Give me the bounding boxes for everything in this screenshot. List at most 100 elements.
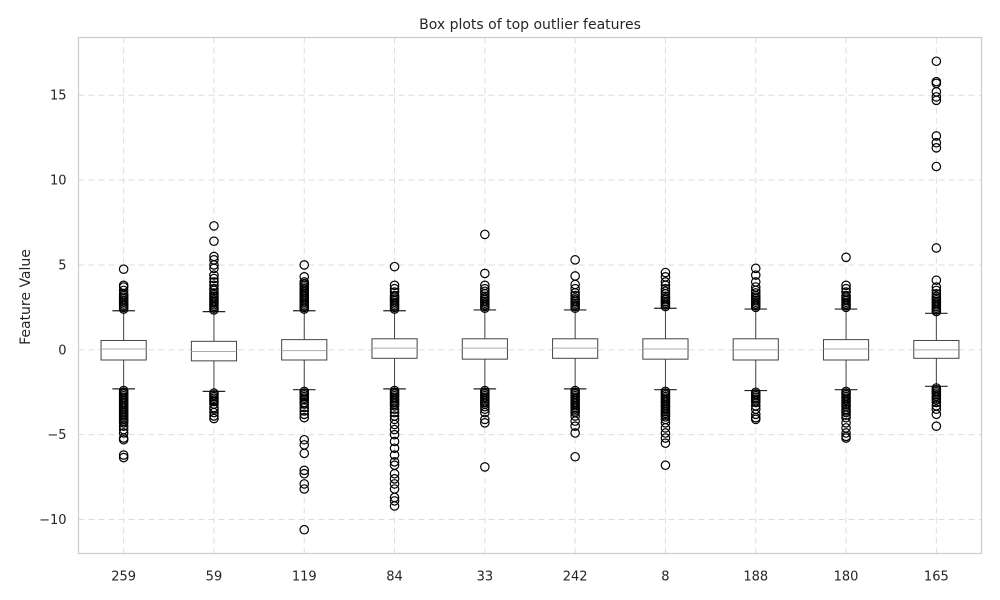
outlier-point — [480, 291, 490, 302]
box-259 — [100, 264, 147, 463]
y-axis-label: Feature Value — [18, 249, 34, 345]
outlier-point — [389, 501, 400, 511]
outlier-point — [389, 414, 400, 425]
outlier-point — [389, 404, 400, 415]
x-tick-label: 59 — [206, 570, 223, 585]
outlier-point — [660, 418, 671, 428]
outlier-point — [931, 92, 942, 102]
outlier-point — [389, 429, 400, 440]
outlier-point — [570, 255, 580, 265]
outlier-point — [209, 288, 219, 298]
outlier-point — [480, 280, 490, 291]
x-tick-label: 33 — [477, 570, 494, 585]
y-tick-label: 10 — [50, 174, 67, 189]
outlier-point — [570, 283, 580, 294]
outlier-point — [750, 288, 761, 298]
outlier-point — [480, 401, 490, 412]
box-119 — [281, 260, 328, 535]
outlier-point — [209, 283, 219, 294]
outlier-point — [660, 438, 671, 448]
outlier-point — [389, 287, 400, 297]
y-tick-label: 0 — [58, 343, 66, 358]
outlier-point — [118, 450, 129, 460]
outlier-point — [389, 468, 400, 479]
y-tick-label: 5 — [58, 258, 66, 273]
outlier-point — [750, 409, 761, 420]
outlier-point — [299, 434, 310, 445]
outlier-point — [931, 143, 942, 153]
box-180 — [822, 252, 870, 443]
outlier-point — [389, 436, 400, 447]
outlier-point — [570, 421, 580, 431]
x-tick-label: 84 — [386, 570, 403, 585]
outlier-point — [118, 285, 129, 296]
outlier-point — [841, 287, 851, 297]
outlier-point — [841, 410, 851, 420]
y-tick-label: −5 — [47, 428, 66, 443]
outlier-point — [931, 76, 942, 87]
outlier-point — [750, 270, 761, 280]
outlier-point — [931, 161, 942, 172]
outlier-point — [118, 280, 129, 291]
iqr-box — [100, 339, 147, 361]
outlier-point — [299, 465, 310, 476]
outlier-point — [389, 424, 400, 435]
outlier-point — [299, 406, 310, 416]
box-242 — [552, 255, 599, 462]
outlier-point — [570, 451, 580, 462]
outlier-point — [841, 433, 851, 443]
outlier-point — [931, 275, 942, 286]
outlier-point — [570, 271, 580, 281]
iqr-box — [822, 339, 870, 361]
outlier-point — [660, 286, 671, 297]
outlier-point — [480, 414, 490, 425]
outlier-point — [209, 413, 219, 424]
outlier-point — [118, 434, 129, 445]
x-tick-label: 8 — [661, 570, 669, 585]
outlier-point — [389, 443, 400, 454]
outlier-point — [299, 409, 310, 420]
outlier-point — [389, 474, 400, 484]
outlier-point — [931, 282, 942, 292]
outlier-point — [299, 260, 310, 270]
iqr-box — [461, 338, 508, 360]
outlier-point — [841, 418, 851, 428]
x-tick-label: 180 — [834, 570, 859, 585]
outlier-point — [389, 457, 400, 467]
x-tick-label: 188 — [743, 570, 768, 585]
outlier-point — [118, 418, 129, 428]
outlier-point — [118, 428, 129, 438]
boxes-layer — [100, 56, 960, 535]
outlier-point — [209, 236, 219, 246]
box-8 — [642, 267, 689, 471]
outlier-point — [660, 428, 671, 438]
x-tick-label: 119 — [292, 570, 317, 585]
outlier-point — [389, 283, 400, 294]
outlier-point — [299, 448, 310, 459]
outlier-point — [209, 221, 219, 231]
outlier-point — [209, 280, 219, 291]
outlier-point — [660, 277, 671, 287]
iqr-box — [281, 339, 328, 361]
outlier-point — [389, 479, 400, 489]
outlier-point — [841, 428, 851, 438]
outlier-point — [931, 404, 942, 415]
outlier-point — [841, 407, 851, 418]
box-188 — [732, 263, 779, 425]
outlier-point — [299, 272, 310, 282]
outlier-point — [299, 395, 310, 405]
y-tick-labels: −10 −5 0 5 10 15 — [39, 89, 66, 528]
outlier-point — [750, 282, 761, 292]
outlier-point — [299, 399, 310, 409]
outlier-point — [209, 404, 219, 415]
outlier-point — [389, 261, 400, 272]
outlier-point — [931, 56, 942, 67]
chart-title: Box plots of top outlier features — [419, 17, 641, 33]
outlier-point — [480, 418, 490, 428]
outlier-point — [299, 412, 310, 423]
outlier-point — [389, 401, 400, 411]
outlier-point — [660, 412, 671, 422]
outlier-point — [480, 229, 490, 240]
outlier-point — [931, 131, 942, 141]
